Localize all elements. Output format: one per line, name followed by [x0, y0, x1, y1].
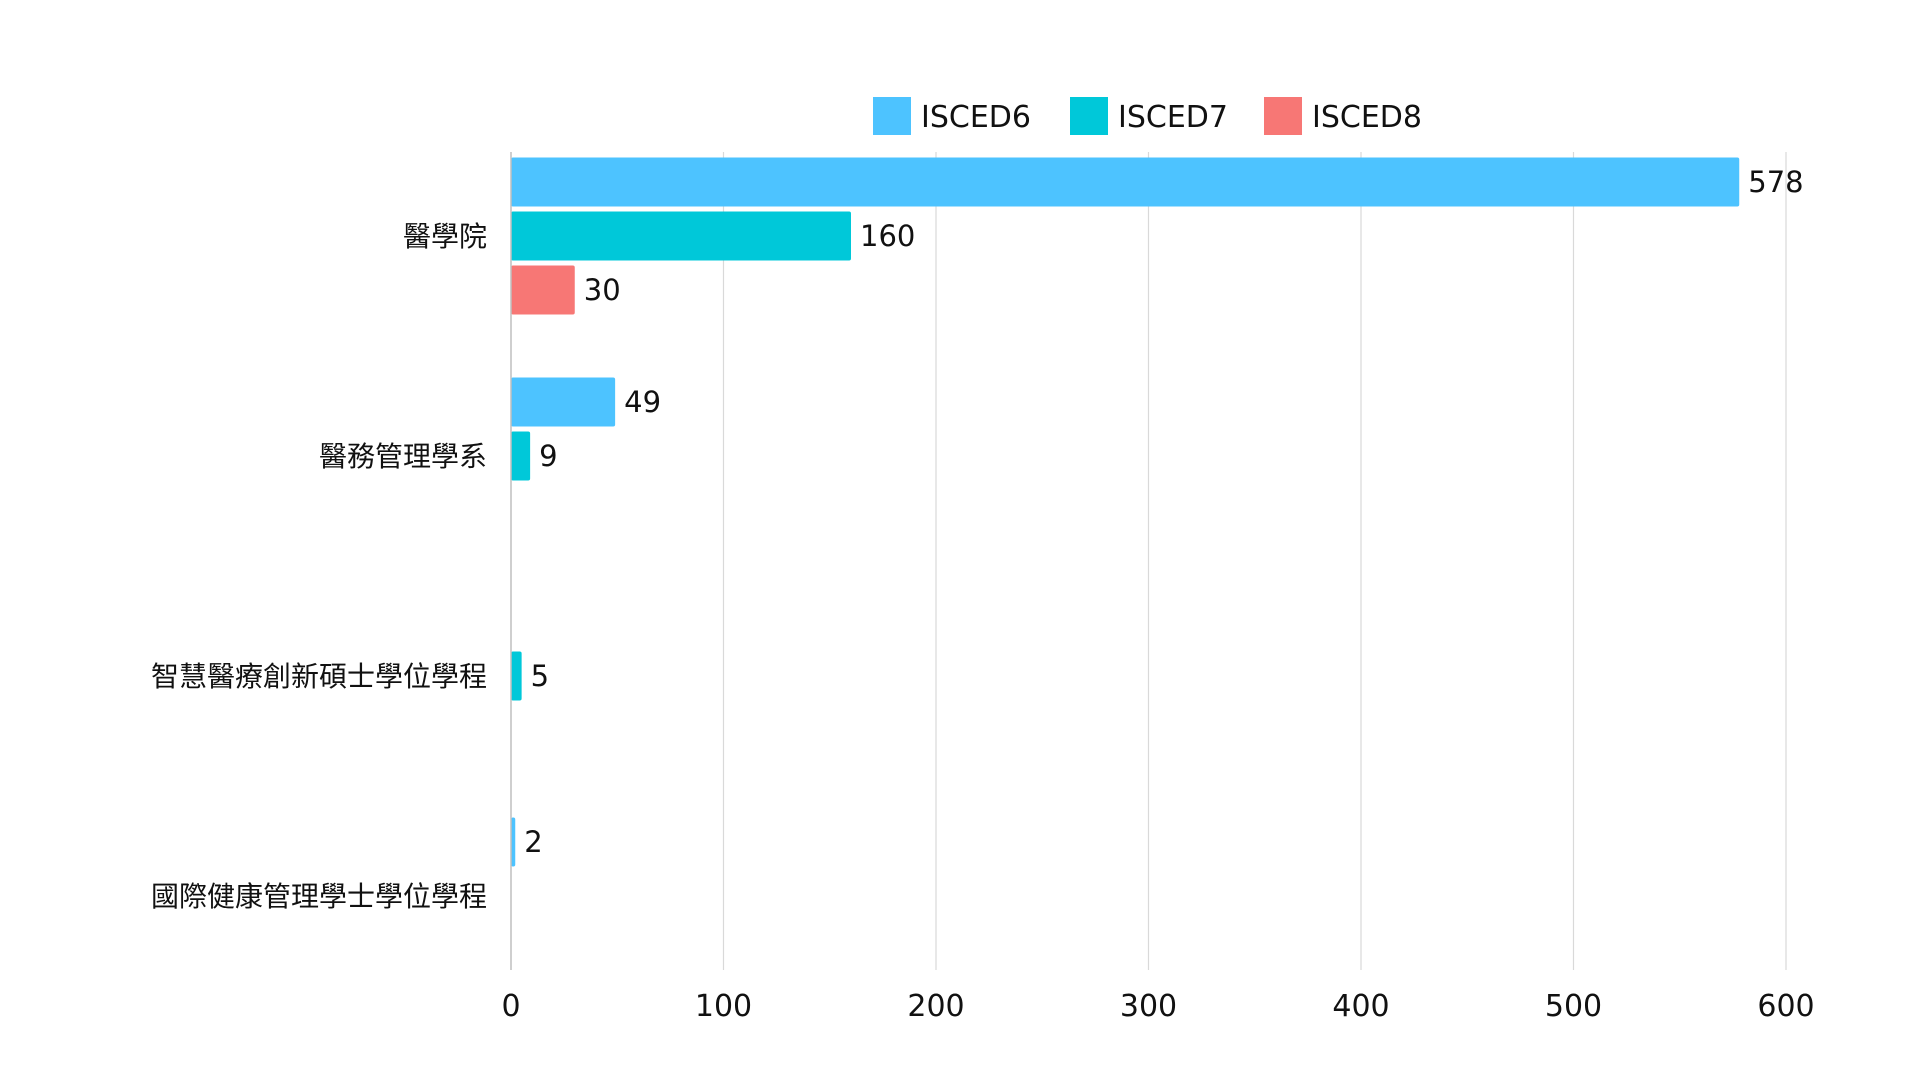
legend-label-isced7: ISCED7: [1118, 100, 1228, 135]
x-tick-label-200: 200: [907, 989, 964, 1024]
legend-label-isced8: ISCED8: [1312, 100, 1422, 135]
legend-swatch-isced8: [1264, 97, 1302, 135]
data-label-isced6-0: 578: [1748, 165, 1803, 199]
x-tick-label-500: 500: [1545, 989, 1602, 1024]
category-label-3: 國際健康管理學士學位學程: [151, 880, 487, 913]
bars: [511, 157, 1740, 867]
data-label-isced8-0: 30: [584, 273, 621, 307]
category-label-1: 醫務管理學系: [319, 440, 487, 473]
x-tick-label-300: 300: [1120, 989, 1177, 1024]
bar-isced6-1: [511, 377, 616, 427]
bar-isced6-0: [511, 157, 1740, 207]
bar-isced8-0: [511, 265, 575, 315]
x-tick-label-100: 100: [695, 989, 752, 1024]
data-label-isced7-0: 160: [860, 219, 915, 253]
x-tick-label-0: 0: [501, 989, 520, 1024]
legend-swatch-isced6: [873, 97, 911, 135]
data-label-isced7-2: 5: [531, 659, 549, 693]
bar-isced7-1: [511, 431, 531, 481]
bar-isced7-0: [511, 211, 851, 261]
x-tick-label-600: 600: [1757, 989, 1814, 1024]
category-label-0: 醫學院: [403, 220, 487, 253]
data-label-isced7-1: 9: [539, 439, 557, 473]
legend-swatch-isced7: [1070, 97, 1108, 135]
gridlines: [722, 152, 1787, 970]
axes: 0 100 200 300 400 500 600 醫學院醫務管理學系智慧醫療創新碩士學位學程…: [151, 152, 1815, 1024]
legend: ISCED6 ISCED7 ISCED8: [873, 97, 1422, 135]
bar-isced6-3: [511, 817, 516, 867]
legend-label-isced6: ISCED6: [921, 100, 1031, 135]
data-label-isced6-3: 2: [524, 825, 542, 859]
data-label-isced6-1: 49: [624, 385, 661, 419]
bar-isced7-2: [511, 651, 522, 701]
category-label-2: 智慧醫療創新碩士學位學程: [151, 660, 487, 693]
x-tick-label-400: 400: [1332, 989, 1389, 1024]
